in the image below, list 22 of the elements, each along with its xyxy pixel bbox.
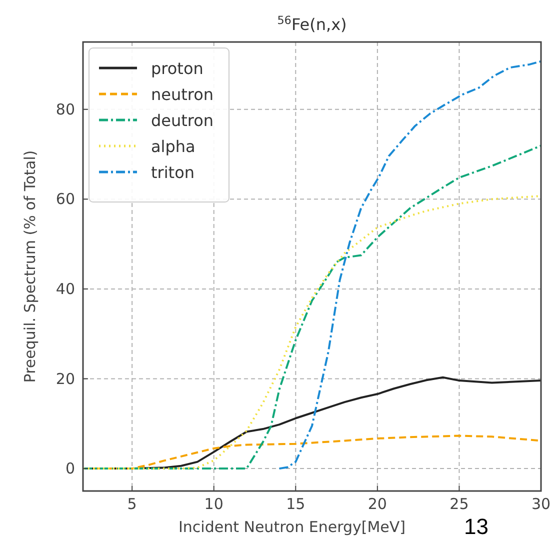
legend-label: deutron [151,111,214,130]
x-tick-label: 30 [531,495,551,513]
x-tick-label: 25 [450,495,469,513]
x-axis-title: Incident Neutron Energy[MeV] [178,518,406,536]
y-tick-label: 20 [56,370,75,388]
legend-label: triton [151,163,194,182]
line-series [278,60,541,470]
legend-label: neutron [151,85,214,104]
y-tick-label: 80 [56,100,75,118]
chart-title: $^{56}$Fe(n,x) [277,14,347,34]
text: 13 [464,514,488,539]
y-tick-label: 60 [56,190,75,208]
y-tick-label: 0 [65,460,75,478]
x-tick-label: 5 [127,495,137,513]
x-tick-label: 20 [368,495,387,513]
x-tick-label: 10 [204,495,224,513]
legend-label: proton [151,59,204,78]
x-tick-label: 15 [286,495,306,513]
y-tick-label: 40 [56,280,75,298]
y-axis-title: Preequil. Spectrum (% of Total) [21,150,39,383]
line-series [83,195,541,470]
legend-label: alpha [151,137,196,156]
